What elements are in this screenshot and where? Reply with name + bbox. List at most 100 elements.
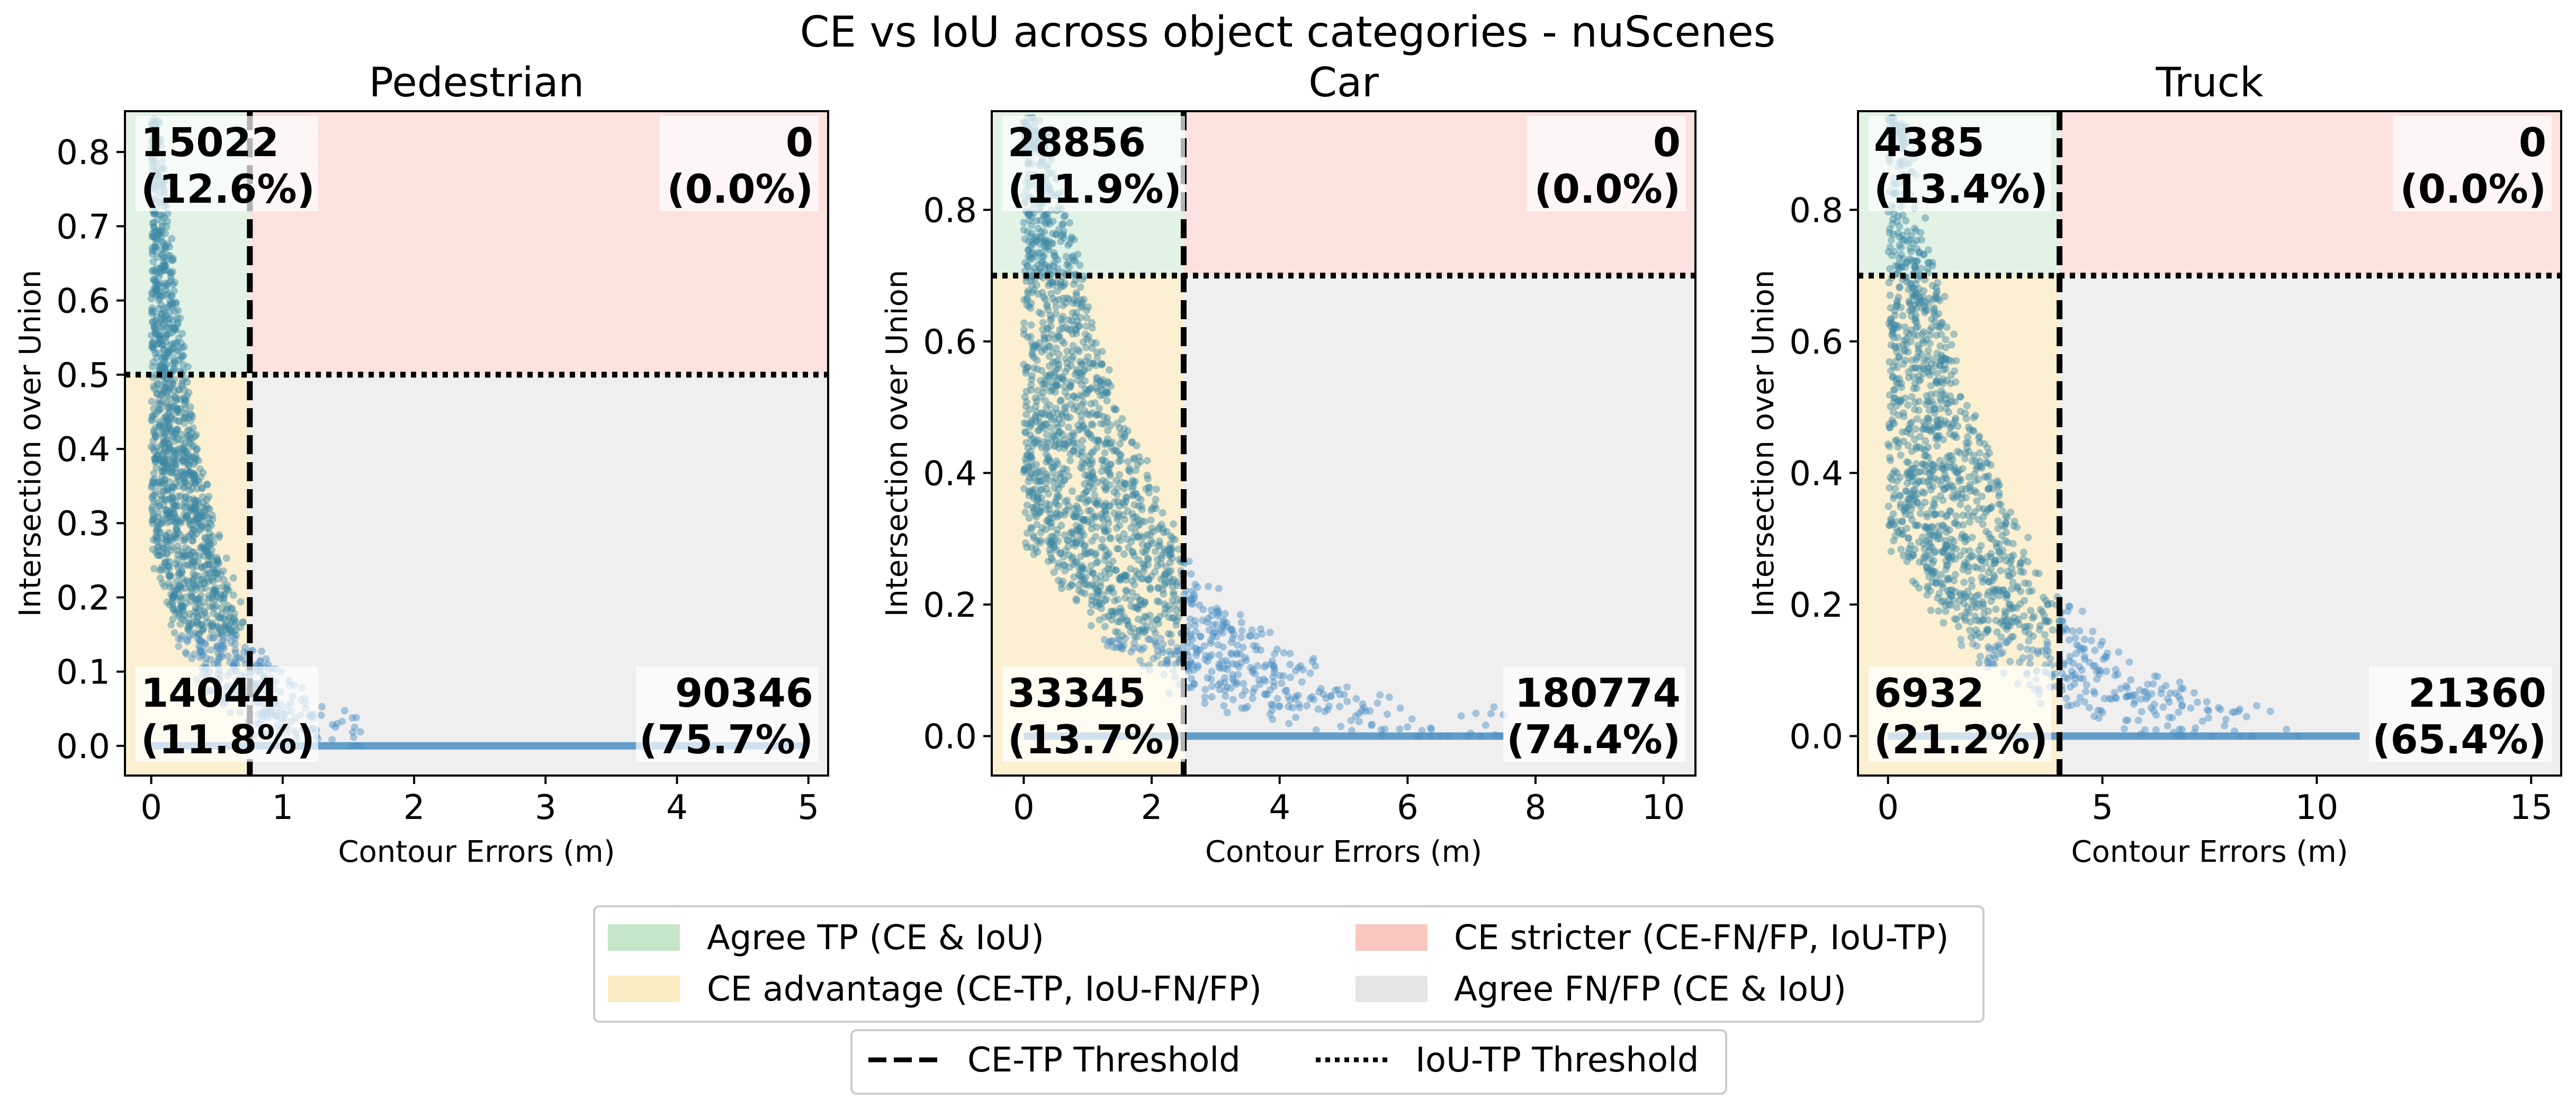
scatter-point: [1164, 659, 1171, 667]
scatter-point: [1044, 517, 1052, 525]
scatter-point: [1908, 393, 1916, 401]
scatter-point: [159, 354, 166, 362]
scatter-point: [1099, 391, 1107, 399]
scatter-point: [218, 653, 226, 661]
scatter-point: [1040, 334, 1048, 342]
scatter-point: [1191, 617, 1199, 625]
scatter-point: [2007, 633, 2015, 641]
scatter-point: [177, 635, 185, 643]
scatter-point: [1946, 586, 1954, 594]
scatter-point: [173, 426, 180, 434]
scatter-point: [186, 521, 194, 529]
scatter-point: [209, 533, 217, 541]
scatter-point: [1899, 340, 1907, 348]
scatter-point: [1134, 516, 1142, 524]
scatter-point: [1921, 552, 1928, 560]
scatter-point: [150, 325, 158, 332]
scatter-point: [163, 412, 170, 420]
scatter-point: [2098, 708, 2106, 716]
scatter-point: [1969, 597, 1977, 605]
scatter-point: [226, 612, 234, 620]
scatter-point: [1984, 627, 1991, 635]
scatter-point: [1081, 330, 1089, 338]
scatter-point: [207, 622, 215, 629]
scatter-point: [1928, 282, 1936, 290]
scatter-point: [1144, 635, 1152, 643]
scatter-point: [1968, 603, 1976, 611]
scatter-point: [1060, 464, 1067, 472]
scatter-point: [1153, 652, 1161, 660]
scatter-point: [1936, 361, 1944, 369]
scatter-point: [166, 508, 174, 516]
scatter-point: [1051, 443, 1059, 451]
scatter-point: [1038, 423, 1046, 431]
scatter-point: [1040, 252, 1048, 260]
scatter-point: [2096, 667, 2104, 674]
scatter-point: [1052, 382, 1060, 390]
scatter-point: [1153, 616, 1161, 624]
scatter-point: [1927, 567, 1935, 575]
scatter-point: [151, 455, 159, 463]
scatter-point: [1065, 438, 1073, 446]
scatter-point: [1097, 378, 1105, 385]
scatter-point: [2123, 684, 2131, 692]
scatter-point: [220, 615, 228, 623]
scatter-point: [167, 510, 175, 518]
scatter-point: [198, 563, 206, 571]
scatter-point: [1982, 459, 1990, 467]
scatter-point: [1028, 418, 1036, 426]
scatter-point: [156, 318, 164, 326]
scatter-point: [1952, 415, 1960, 422]
scatter-point: [185, 462, 193, 470]
scatter-point: [1952, 545, 1960, 553]
scatter-point: [1228, 651, 1236, 659]
scatter-point: [165, 385, 173, 393]
scatter-point: [1928, 543, 1936, 551]
scatter-point: [1994, 517, 2002, 525]
scatter-point: [172, 461, 179, 469]
scatter-point: [1266, 710, 1274, 718]
scatter-point: [1208, 682, 1216, 690]
scatter-point: [1912, 480, 1920, 488]
scatter-point: [1268, 706, 1276, 714]
scatter-point: [1103, 418, 1111, 426]
scatter-point: [1139, 533, 1147, 541]
scatter-point: [160, 480, 168, 488]
scatter-point: [1062, 440, 1070, 448]
scatter-point: [1937, 481, 1945, 489]
scatter-point: [1910, 471, 1918, 479]
scatter-point: [1925, 398, 1933, 406]
scatter-point: [1923, 336, 1931, 344]
scatter-point: [1888, 251, 1896, 259]
scatter-point: [164, 349, 172, 357]
scatter-point: [192, 497, 200, 505]
scatter-point: [1270, 669, 1278, 677]
scatter-point: [1209, 621, 1217, 629]
scatter-point: [1139, 548, 1147, 556]
scatter-point: [154, 280, 162, 288]
scatter-point: [1956, 592, 1964, 600]
scatter-point: [183, 513, 191, 521]
scatter-point: [1054, 331, 1062, 339]
scatter-point: [1098, 467, 1106, 475]
scatter-point: [1890, 494, 1897, 502]
scatter-point: [155, 333, 163, 340]
scatter-point: [190, 461, 198, 469]
scatter-point: [2117, 684, 2125, 692]
scatter-point: [197, 592, 205, 600]
scatter-point: [200, 647, 208, 655]
scatter-point: [1223, 623, 1231, 630]
scatter-point: [1897, 545, 1905, 553]
x-tick-label: 2: [403, 788, 425, 827]
scatter-point: [1270, 663, 1278, 671]
scatter-point: [1948, 492, 1956, 500]
scatter-point: [1098, 361, 1106, 368]
scatter-point: [2043, 641, 2051, 649]
scatter-point: [1061, 389, 1069, 397]
scatter-point: [1028, 352, 1036, 359]
scatter-point: [1072, 329, 1080, 337]
scatter-point: [1109, 557, 1117, 565]
scatter-point: [1999, 587, 2007, 594]
scatter-point: [176, 582, 184, 590]
scatter-point: [1105, 464, 1113, 472]
